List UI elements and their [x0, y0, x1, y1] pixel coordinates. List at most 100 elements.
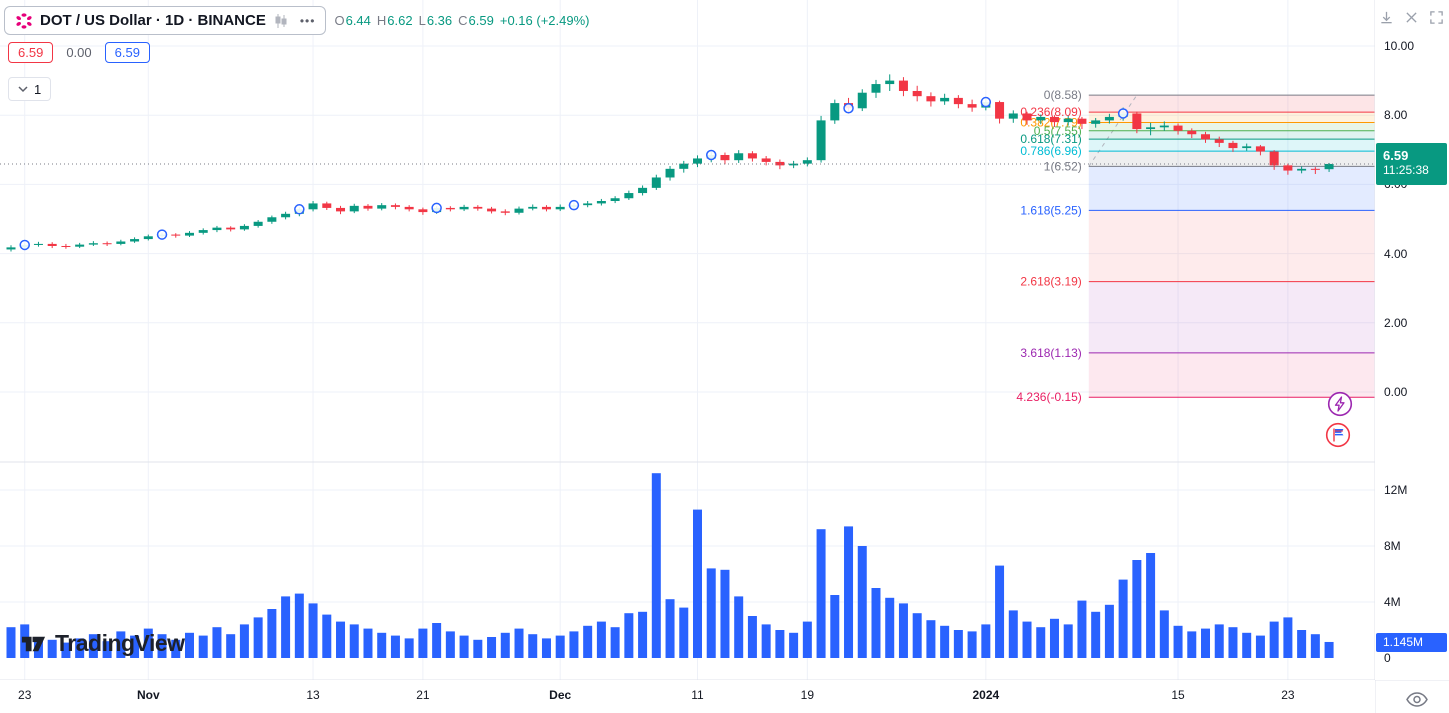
- volume-bar: [226, 634, 236, 658]
- tradingview-logo-icon: [21, 636, 46, 652]
- time-axis[interactable]: 23 Nov 13 21 Dec 11 19 2024 15 23: [0, 680, 1375, 713]
- volume-bar: [418, 628, 428, 658]
- volume-bar: [130, 635, 140, 658]
- time-tick: Dec: [549, 688, 572, 702]
- candle-body: [1159, 125, 1169, 128]
- volume-bar: [830, 595, 840, 658]
- fib-price-label-red[interactable]: 6.59: [8, 42, 54, 63]
- volume-bar: [1049, 618, 1059, 658]
- volume-bar: [171, 639, 181, 658]
- tradingview-logo[interactable]: TradingView: [20, 630, 185, 657]
- candle-body: [88, 243, 98, 245]
- pane-controls: [1377, 8, 1445, 26]
- volume-bar: [1118, 579, 1128, 658]
- candle-body: [857, 92, 867, 109]
- volume-bar: [693, 509, 702, 658]
- symbol-button[interactable]: DOT / US Dollar · 1D · BINANCE •••: [4, 6, 327, 35]
- price-tick: 2.00: [1384, 315, 1408, 330]
- candle-body: [995, 102, 1005, 119]
- more-options-icon[interactable]: •••: [299, 13, 316, 28]
- volume-bar: [336, 621, 346, 658]
- volume-bar: [6, 627, 16, 658]
- close-icon[interactable]: [1402, 8, 1420, 26]
- volume-bar: [541, 638, 551, 658]
- fib-level-label: 0.5(7.55): [1034, 124, 1082, 138]
- candle-body: [747, 153, 757, 159]
- candle-body: [679, 163, 689, 169]
- fib-band: [1088, 352, 1375, 398]
- time-tick: 11: [691, 688, 704, 702]
- candle-body: [6, 247, 16, 250]
- candle-body: [541, 206, 551, 210]
- fib-band: [1088, 130, 1375, 140]
- volume-bar: [651, 473, 661, 658]
- volume-bar: [1008, 610, 1018, 658]
- candle-body: [239, 225, 249, 230]
- time-tick: 15: [1171, 688, 1185, 702]
- volume-bar: [1324, 641, 1334, 658]
- fib-level-label: 1.618(5.25): [1020, 203, 1081, 217]
- flag-icon[interactable]: [1325, 422, 1351, 453]
- polkadot-logo-icon: [16, 12, 32, 29]
- fib-band: [1088, 210, 1375, 282]
- time-tick: 21: [416, 688, 430, 702]
- candle-body: [1228, 142, 1238, 149]
- volume-bar: [871, 588, 881, 658]
- volume-bar: [445, 631, 455, 658]
- low-label: L: [418, 13, 426, 28]
- volume-bar: [1146, 553, 1156, 658]
- event-marker: [294, 204, 305, 215]
- candle-body: [1310, 168, 1320, 170]
- fib-price-label-blue[interactable]: 6.59: [104, 42, 150, 63]
- candle-body: [267, 217, 277, 222]
- candle-body: [885, 80, 895, 85]
- volume-bar: [1310, 634, 1320, 658]
- fib-level-label: 0.786(6.96): [1020, 144, 1081, 158]
- volume-bar: [143, 628, 153, 658]
- lightning-icon[interactable]: [1327, 391, 1353, 422]
- low-value: 6.36: [426, 13, 453, 28]
- fib-level-label: 2.618(3.19): [1020, 275, 1081, 289]
- volume-bar: [679, 607, 689, 658]
- volume-bar: [638, 611, 648, 658]
- candle-body: [390, 205, 400, 207]
- volume-bar: [390, 635, 400, 658]
- volume-bar: [1159, 610, 1169, 658]
- candle-body: [459, 206, 469, 210]
- volume-bar: [212, 627, 222, 658]
- time-tick: Nov: [136, 688, 160, 702]
- event-marker: [843, 103, 854, 114]
- volume-bar: [1063, 624, 1073, 658]
- candle-body: [761, 158, 771, 162]
- volume-bar: [88, 634, 98, 658]
- volume-bar: [926, 620, 936, 658]
- candle-body: [1077, 118, 1087, 124]
- candle-body: [693, 158, 702, 164]
- close-value: 6.59: [468, 13, 494, 28]
- volume-bar: [789, 632, 799, 658]
- volume-bar: [816, 529, 826, 658]
- volume-bar: [459, 635, 469, 658]
- current-price-tag: 6.59 11:25:38: [1376, 143, 1447, 185]
- fullscreen-icon[interactable]: [1427, 8, 1445, 26]
- fib-band: [1088, 122, 1375, 131]
- volume-bar: [363, 628, 373, 658]
- download-icon[interactable]: [1377, 8, 1395, 26]
- candle-body: [940, 97, 950, 102]
- candle-body: [171, 234, 181, 236]
- candle-body: [802, 160, 812, 164]
- candle-body: [500, 211, 510, 213]
- eye-icon[interactable]: [1406, 692, 1428, 712]
- volume-bar: [569, 631, 579, 658]
- candle-body: [1173, 125, 1183, 131]
- volume-bar: [322, 614, 332, 658]
- drawings-dropdown-button[interactable]: 1: [8, 77, 52, 101]
- volume-tick: 0: [1384, 651, 1391, 665]
- candle-body: [816, 120, 826, 161]
- volume-bar: [1173, 625, 1183, 658]
- volume-bar: [75, 638, 85, 658]
- candle-body: [1091, 120, 1101, 124]
- time-tick: 23: [18, 688, 32, 702]
